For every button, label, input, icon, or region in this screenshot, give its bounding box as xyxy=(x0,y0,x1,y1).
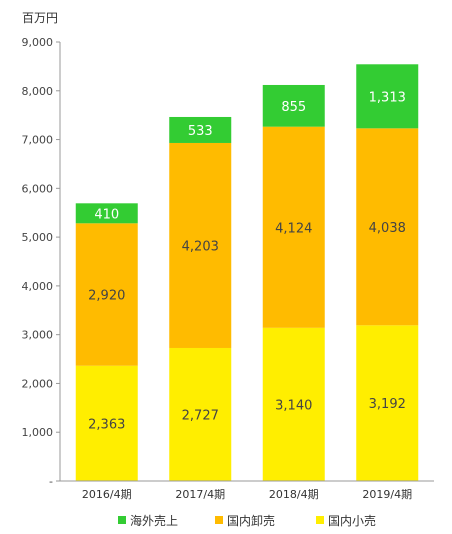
data-label: 4,038 xyxy=(369,221,406,236)
y-tick-label: 8,000 xyxy=(22,85,54,98)
legend-swatch xyxy=(215,516,223,524)
x-tick-label: 2016/4期 xyxy=(82,488,132,501)
x-tick-label: 2017/4期 xyxy=(175,488,225,501)
x-tick-label: 2018/4期 xyxy=(269,488,319,501)
data-label: 4,124 xyxy=(275,221,312,236)
legend-swatch xyxy=(118,516,126,524)
bar-segment xyxy=(356,325,419,481)
bars xyxy=(75,64,419,481)
bar-segment xyxy=(75,223,138,366)
bar-segment xyxy=(356,64,419,129)
y-tick-label: 5,000 xyxy=(22,231,54,244)
data-label: 4,203 xyxy=(182,239,219,254)
data-label: 1,313 xyxy=(369,90,406,105)
data-label: 2,727 xyxy=(182,408,219,423)
legend-swatch xyxy=(316,516,324,524)
bar-segment xyxy=(169,142,232,348)
bar-segment xyxy=(169,347,232,481)
y-tick-label: 7,000 xyxy=(22,134,54,147)
y-axis-ticks: - 1,000 2,000 3,000 4,000 5,000 6,000 7,000 8,00… xyxy=(22,36,60,488)
bar-segment xyxy=(262,84,325,127)
legend-item: 国内卸売 xyxy=(215,510,275,530)
data-label: 410 xyxy=(94,207,119,222)
bar-segment xyxy=(169,116,232,143)
y-tick-label: 1,000 xyxy=(22,426,54,439)
data-label: 2,920 xyxy=(88,289,125,304)
bar-segment xyxy=(75,365,138,481)
legend: 海外売上 国内卸売 国内小売 xyxy=(0,510,452,530)
x-tick-label: 2019/4期 xyxy=(362,488,412,501)
bar-segment xyxy=(75,203,138,224)
legend-label: 海外売上 xyxy=(130,513,179,528)
legend-label: 国内小売 xyxy=(328,513,377,528)
y-tick-label: 6,000 xyxy=(22,182,54,195)
bar-segment xyxy=(356,128,419,326)
data-label: 533 xyxy=(188,124,213,139)
legend-label: 国内卸売 xyxy=(227,513,276,528)
bar-segment xyxy=(262,126,325,328)
legend-item: 海外売上 xyxy=(118,510,178,530)
data-labels: 2,363 2,920 410 2,727 4,203 533 3,140 4,124 855 3… xyxy=(88,90,406,432)
x-axis-labels: 2016/4期 2017/4期 2018/4期 2019/4期 xyxy=(82,488,412,501)
y-tick-label: - xyxy=(49,475,53,488)
data-label: 3,192 xyxy=(369,397,406,412)
y-tick-label: 4,000 xyxy=(22,280,54,293)
data-label: 3,140 xyxy=(275,398,312,413)
legend-item: 国内小売 xyxy=(316,510,376,530)
y-tick-label: 2,000 xyxy=(22,377,54,390)
data-label: 2,363 xyxy=(88,417,125,432)
y-axis-unit-label: 百万円 xyxy=(22,11,58,25)
y-tick-label: 3,000 xyxy=(22,329,54,342)
y-tick-label: 9,000 xyxy=(22,36,54,49)
bar-segment xyxy=(262,327,325,481)
data-label: 855 xyxy=(281,100,306,115)
stacked-bar-chart: 百万円 - 1,000 2,000 3,000 4,000 5,000 6,000 7,000… xyxy=(22,11,434,501)
